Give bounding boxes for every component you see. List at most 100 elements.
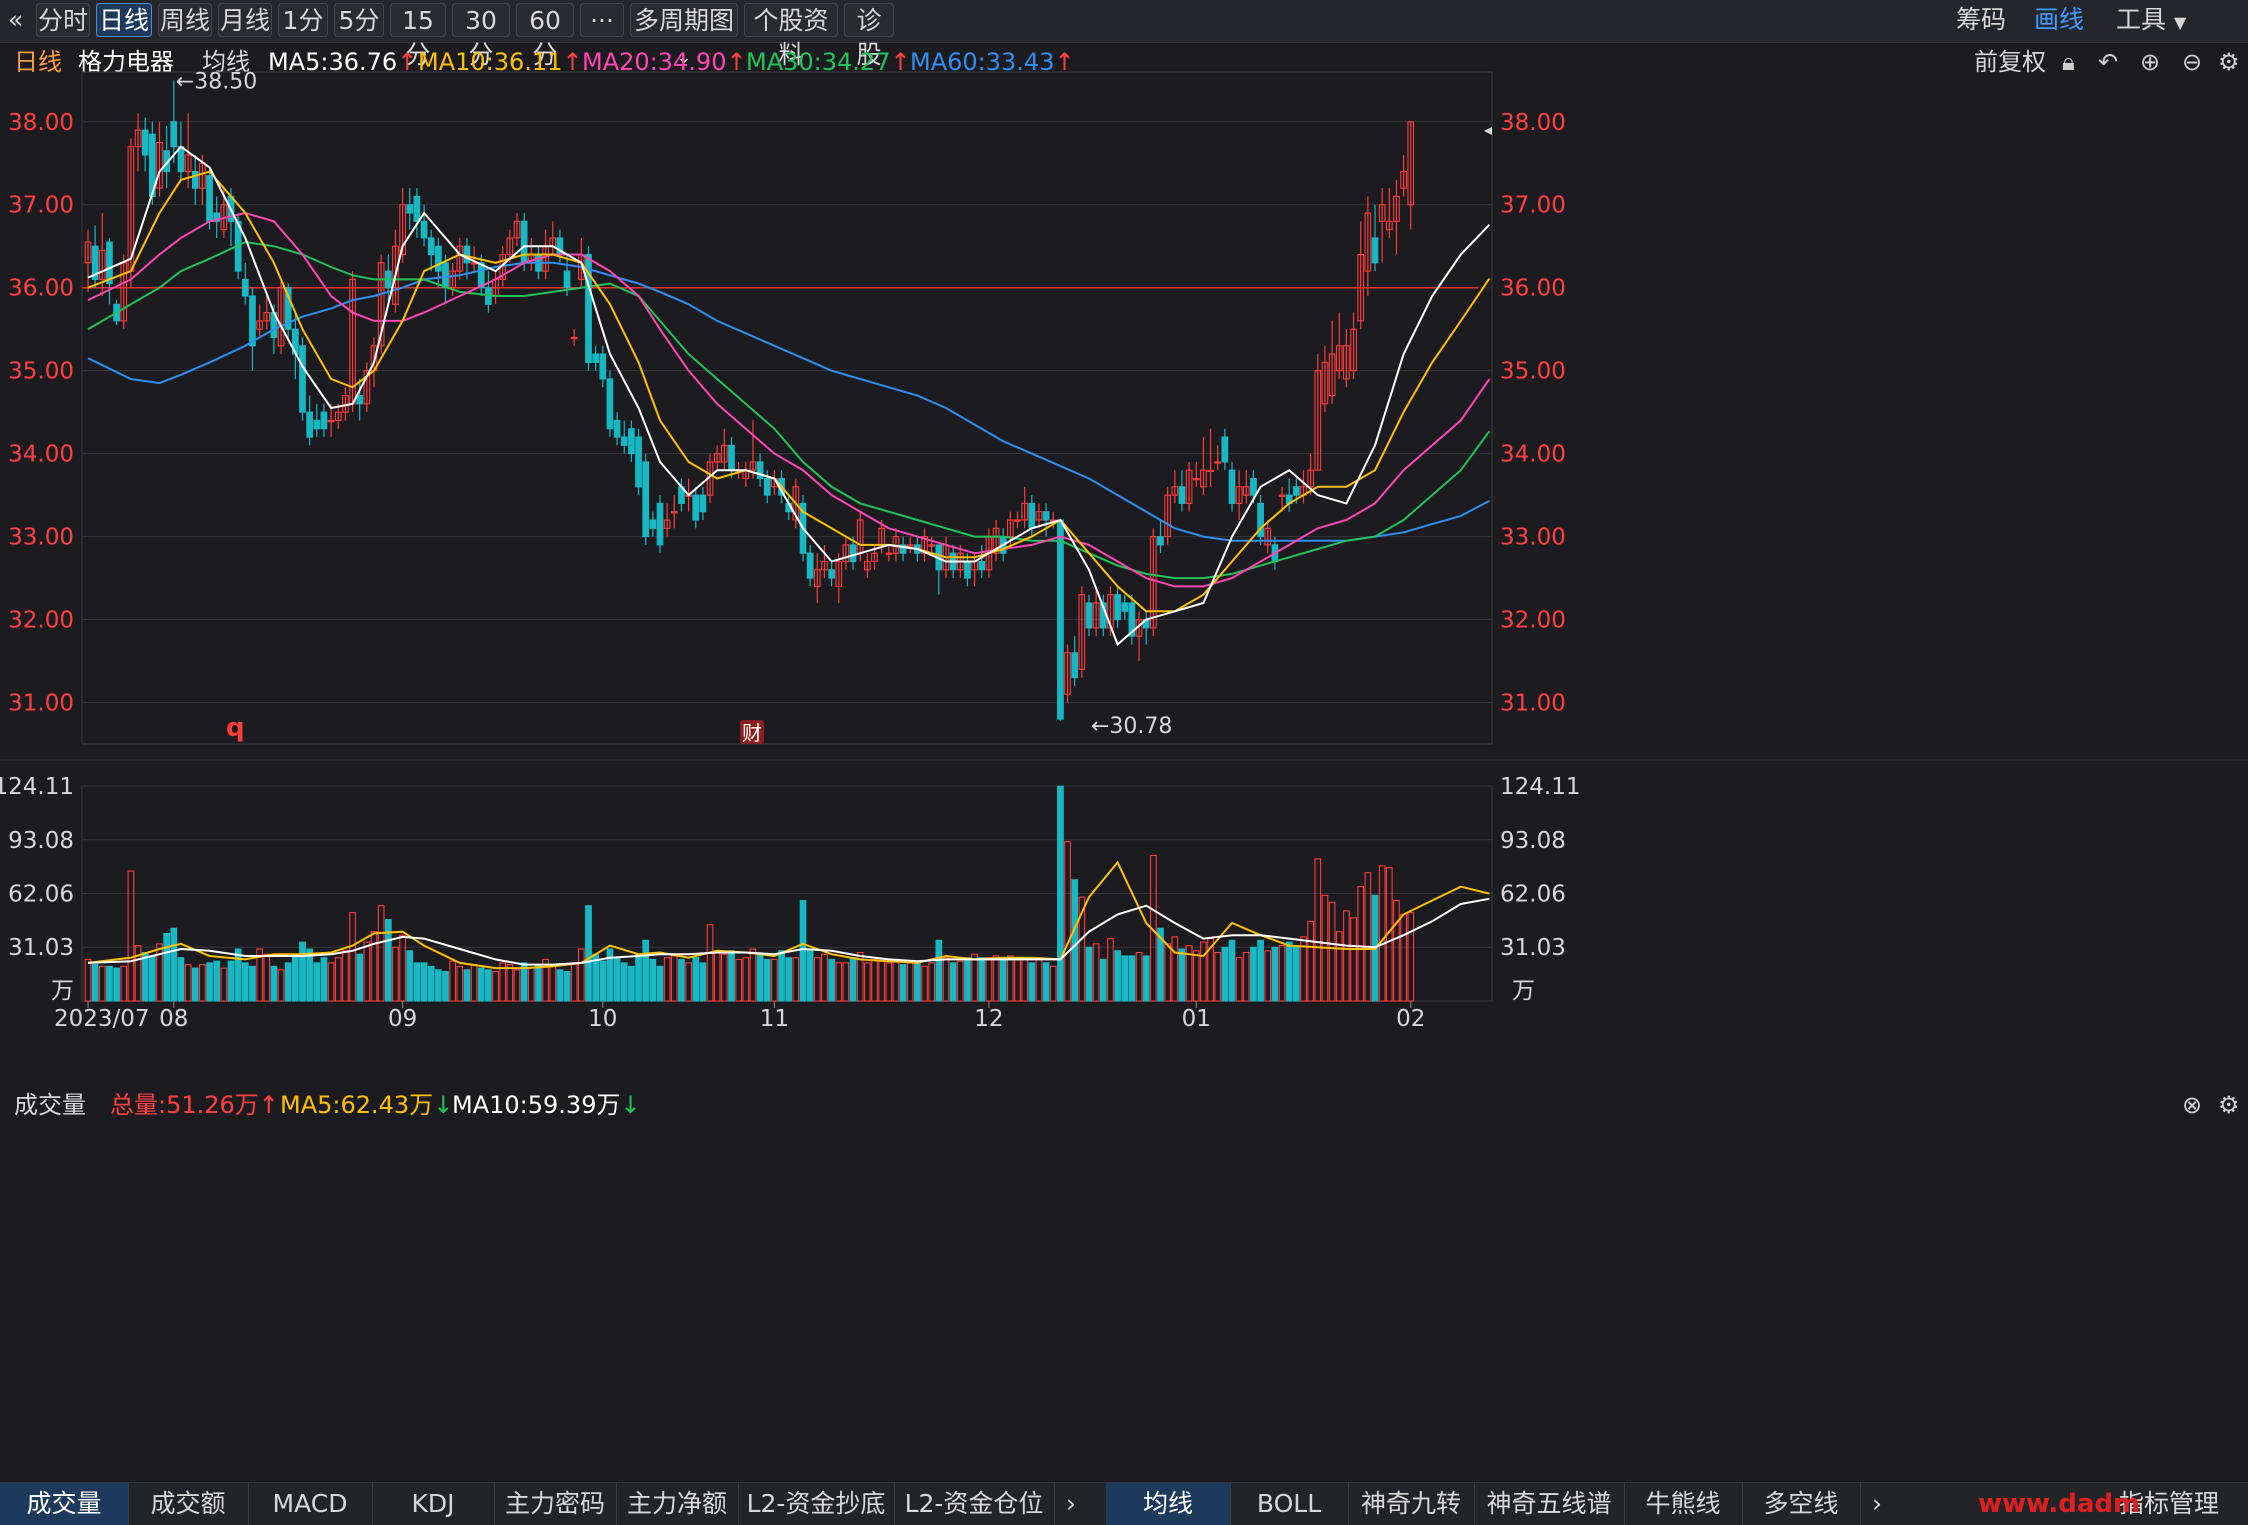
tab-60min[interactable]: 60分 bbox=[516, 3, 574, 69]
stock-profile-button[interactable]: 个股资料 bbox=[744, 3, 838, 69]
price-tick-label-left: 34.00 bbox=[8, 442, 74, 468]
tab-magic-nine[interactable]: 神奇九转 bbox=[1348, 1483, 1475, 1525]
price-tick-label-left: 37.00 bbox=[8, 193, 74, 219]
candle-body bbox=[442, 262, 449, 289]
candle-body bbox=[1185, 469, 1193, 504]
tab-turnover[interactable]: 成交额 bbox=[128, 1483, 249, 1525]
volume-bar bbox=[1071, 879, 1079, 1002]
candle-body bbox=[635, 436, 642, 488]
more-icon[interactable]: ··· bbox=[580, 3, 624, 37]
tab-boll[interactable]: BOLL bbox=[1230, 1483, 1349, 1525]
volume-bar bbox=[799, 899, 807, 1002]
candle-body bbox=[1171, 486, 1179, 496]
event-marker-cai-bg bbox=[740, 720, 764, 744]
volume-bar bbox=[1407, 912, 1415, 1002]
volume-bar bbox=[313, 962, 321, 1002]
tab-ma[interactable]: 均线 bbox=[1106, 1483, 1231, 1525]
tab-long-short[interactable]: 多空线 bbox=[1742, 1483, 1861, 1525]
volume-total-readout: 总量:51.26万↑ bbox=[110, 1086, 279, 1124]
double-chevron-left-icon[interactable]: « bbox=[8, 5, 24, 34]
volume-bar bbox=[1285, 941, 1293, 1002]
arrow-up-icon: ↑ bbox=[397, 48, 418, 76]
vol-ma10-readout: MA10:59.39万↓ bbox=[452, 1086, 641, 1124]
tab-l2-bottom[interactable]: L2-资金抄底 bbox=[738, 1483, 895, 1525]
volume-bar bbox=[885, 962, 893, 1002]
candle-body bbox=[964, 560, 971, 579]
tab-magic-five[interactable]: 神奇五线谱 bbox=[1474, 1483, 1625, 1525]
volume-bar bbox=[720, 953, 728, 1002]
volume-bar bbox=[1014, 957, 1021, 1002]
undo-icon[interactable]: ↶ bbox=[2098, 48, 2119, 76]
tools-menu[interactable]: 工具 ▼ bbox=[2116, 3, 2186, 37]
tab-1min[interactable]: 1分 bbox=[278, 3, 328, 37]
candle-body bbox=[1242, 486, 1250, 496]
kline-chart[interactable]: 38.00 38.00 37.00 37.00 36.00 36.00 35.00 35.00… bbox=[0, 0, 2248, 1482]
diagnose-button[interactable]: 诊股 bbox=[844, 3, 894, 69]
zoom-in-icon[interactable]: ⊕ bbox=[2140, 48, 2161, 76]
volume-bar bbox=[363, 941, 371, 1002]
tab-volume[interactable]: 成交量 bbox=[0, 1483, 129, 1525]
candle-body bbox=[249, 295, 256, 347]
volume-bar bbox=[842, 962, 850, 1002]
candle-body bbox=[241, 278, 249, 297]
vol-ma10-value: MA10:59.39万 bbox=[452, 1091, 621, 1119]
tab-30min[interactable]: 30分 bbox=[452, 3, 510, 69]
avg-line-label[interactable]: 均线 bbox=[202, 48, 250, 76]
tab-daily[interactable]: 日线 bbox=[96, 3, 152, 37]
candle-body bbox=[1250, 477, 1257, 496]
lock-icon[interactable]: 🔒︎ bbox=[2062, 48, 2075, 76]
vol-ma5-value: MA5:62.43万 bbox=[280, 1091, 434, 1119]
candle-body bbox=[170, 121, 178, 148]
draw-line-button[interactable]: 画线 bbox=[2034, 5, 2085, 34]
zoom-out-icon[interactable]: ⊖ bbox=[2182, 48, 2203, 76]
tab-bull-bear[interactable]: 牛熊线 bbox=[1624, 1483, 1743, 1525]
chips-button[interactable]: 筹码 bbox=[1956, 5, 2007, 34]
volume-bar bbox=[785, 957, 793, 1002]
candle-body bbox=[1321, 361, 1329, 405]
volume-bar bbox=[1135, 951, 1143, 1002]
arrow-up-icon: ↑ bbox=[258, 1091, 279, 1119]
volume-bar bbox=[1293, 946, 1300, 1002]
indicator-manage-button[interactable]: 指标管理 bbox=[2118, 1489, 2219, 1518]
volume-bar bbox=[1057, 785, 1064, 1002]
close-icon[interactable]: ⊗ bbox=[2182, 1091, 2203, 1119]
volume-bar bbox=[1078, 896, 1086, 1002]
tab-5min[interactable]: 5分 bbox=[334, 3, 384, 37]
tab-fenshi[interactable]: 分时 bbox=[36, 3, 90, 37]
candle-body bbox=[1378, 204, 1386, 222]
tab-l2-position[interactable]: L2-资金仓位 bbox=[894, 1483, 1055, 1525]
gear-icon[interactable]: ⚙ bbox=[2218, 48, 2240, 76]
chevron-right-icon[interactable]: › bbox=[1872, 1489, 1882, 1518]
candle-body bbox=[649, 519, 657, 529]
volume-tick-label-left: 62.06 bbox=[8, 881, 74, 907]
x-tick-label: 09 bbox=[388, 1006, 417, 1032]
candle-body bbox=[699, 494, 707, 513]
candle-body bbox=[520, 220, 528, 264]
candle-body bbox=[821, 560, 828, 571]
candle-body bbox=[1200, 469, 1207, 488]
tab-main-net[interactable]: 主力净额 bbox=[616, 1483, 739, 1525]
adjust-mode[interactable]: 前复权 bbox=[1974, 48, 2046, 76]
volume-bar bbox=[942, 957, 950, 1002]
candle-body bbox=[320, 411, 328, 430]
volume-bar bbox=[1200, 941, 1207, 1002]
volume-bar bbox=[670, 955, 678, 1002]
volume-bar bbox=[342, 950, 349, 1002]
tab-weekly[interactable]: 周线 bbox=[158, 3, 212, 37]
candle-body bbox=[1164, 494, 1171, 538]
tab-main-code[interactable]: 主力密码 bbox=[494, 1483, 617, 1525]
volume-bar bbox=[1357, 886, 1365, 1002]
tab-macd[interactable]: MACD bbox=[248, 1483, 373, 1525]
indicator-tabs: 成交量 成交额 MACD KDJ 主力密码 主力净额 L2-资金抄底 L2-资金… bbox=[0, 1482, 2248, 1525]
volume-bar bbox=[1300, 936, 1307, 1002]
candle-body bbox=[1006, 519, 1014, 538]
candle-body bbox=[1021, 502, 1028, 521]
tab-15min[interactable]: 15分 bbox=[390, 3, 446, 69]
tab-kdj[interactable]: KDJ bbox=[372, 1483, 495, 1525]
multi-period-dropdown[interactable]: 多周期图 ⌄ bbox=[630, 3, 738, 68]
chevron-right-icon[interactable]: › bbox=[1066, 1489, 1076, 1518]
gear-icon[interactable]: ⚙ bbox=[2218, 1091, 2240, 1119]
tab-monthly[interactable]: 月线 bbox=[218, 3, 272, 37]
candle-body bbox=[1114, 594, 1121, 621]
volume-bar bbox=[985, 957, 993, 1002]
